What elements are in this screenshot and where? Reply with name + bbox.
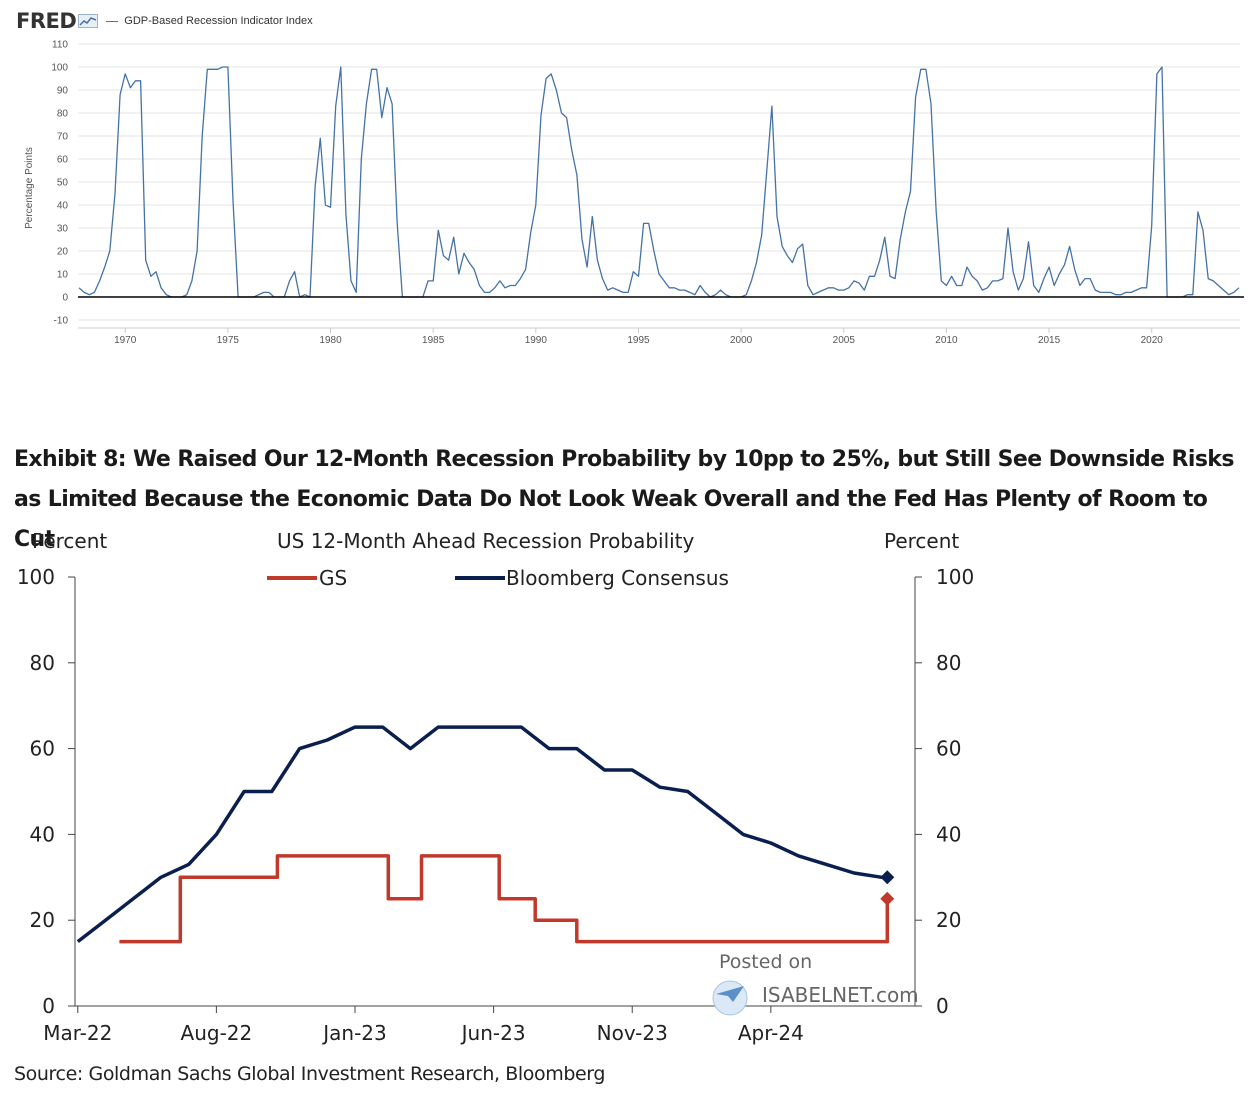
chart-source-note: Source: Goldman Sachs Global Investment …	[14, 1063, 606, 1085]
fred-y-tick-label: -10	[54, 316, 69, 327]
fred-legend-swatch	[106, 20, 119, 22]
x-tick-label: Jun-23	[460, 1021, 526, 1045]
gs-series-line	[119, 854, 890, 944]
fred-background	[7, 2, 1252, 346]
fred-legend-label[interactable]: GDP-Based Recession Indicator Index	[124, 15, 313, 27]
fred-x-tick-label: 2000	[730, 335, 753, 346]
fred-y-tick-label: 30	[57, 224, 69, 235]
fred-y-tick-label: 70	[57, 132, 69, 143]
fred-logo[interactable]: FRED	[16, 9, 77, 33]
fred-x-tick-label: 1990	[525, 335, 548, 346]
left-y-tick-label: 20	[30, 908, 55, 932]
fred-y-axis-label: Percentage Points	[24, 147, 35, 229]
fred-header: FRED GDP-Based Recession Indicator Index	[16, 8, 313, 34]
bloomberg-series-line	[76, 725, 888, 943]
left-y-tick-label: 60	[30, 737, 55, 761]
isabelnet-watermark: Posted on ISABELNET.com	[712, 951, 919, 1016]
fred-y-tick-label: 90	[57, 86, 69, 97]
legend-label-gs: GS	[319, 566, 347, 590]
fred-y-tick-label: 50	[57, 178, 69, 189]
gs-end-marker	[880, 891, 895, 906]
chart-title: US 12-Month Ahead Recession Probability	[277, 529, 695, 553]
x-tick-label: Nov-23	[597, 1021, 668, 1045]
watermark-plane-icon	[716, 986, 744, 1002]
fred-series-line	[78, 66, 1240, 298]
fred-y-tick-label: 40	[57, 201, 69, 212]
fred-y-tick-label: 110	[52, 40, 68, 51]
fred-y-tick-label: 0	[62, 293, 68, 304]
fred-y-tick-label: 60	[57, 155, 69, 166]
x-tick-label: Apr-24	[738, 1021, 804, 1045]
fred-x-tick-label: 2020	[1141, 335, 1164, 346]
gs-recession-chart-svg: Percent Percent US 12-Month Ahead Recessio…	[17, 529, 974, 1045]
left-y-tick-label: 0	[42, 994, 55, 1018]
bloomberg-end-marker	[880, 870, 895, 885]
left-y-tick-label: 80	[30, 651, 55, 675]
fred-y-tick-label: 80	[57, 109, 69, 120]
fred-x-axis: 1970 1975 1980 1985 1990 1995 2000 2005 2010 2015…	[78, 327, 1240, 346]
fred-x-tick-label: 1970	[114, 335, 137, 346]
fred-y-tick-label: 10	[57, 270, 69, 281]
fred-chart-panel: 110 100 90 80 70 60 50 40 30 20 10 0 -10 1970 1975 1980…	[7, 2, 1252, 346]
fred-x-tick-label: 1995	[627, 335, 650, 346]
fred-x-tick-label: 1985	[422, 335, 445, 346]
right-y-tick-label: 80	[936, 651, 961, 675]
x-tick-label: Jan-23	[321, 1021, 387, 1045]
right-y-tick-label: 60	[936, 737, 961, 761]
fred-x-tick-label: 1975	[217, 335, 240, 346]
chart-legend: GS Bloomberg Consensus	[267, 566, 729, 590]
fred-y-tick-label: 20	[57, 247, 69, 258]
x-tick-label: Mar-22	[43, 1021, 112, 1045]
right-y-tick-label: 100	[936, 565, 974, 589]
exhibit-title: Exhibit 8: We Raised Our 12-Month Recess…	[14, 447, 1234, 552]
fred-y-tick-label: 100	[51, 63, 68, 74]
fred-x-tick-label: 2010	[935, 335, 958, 346]
left-y-tick-label: 40	[30, 822, 55, 846]
watermark-posted-on: Posted on	[719, 951, 812, 973]
x-tick-label: Aug-22	[181, 1021, 253, 1045]
right-y-tick-label: 20	[936, 908, 961, 932]
fred-x-tick-label: 1980	[319, 335, 342, 346]
right-y-tick-label: 0	[936, 994, 949, 1018]
left-y-tick-label: 100	[17, 565, 55, 589]
fred-x-tick-label: 2005	[833, 335, 856, 346]
fred-chart-logo-icon	[78, 14, 99, 28]
legend-label-bloomberg: Bloomberg Consensus	[506, 566, 729, 590]
right-y-tick-label: 40	[936, 822, 961, 846]
y-axis-label-right: Percent	[884, 529, 959, 553]
watermark-isabelnet: ISABELNET.com	[762, 983, 919, 1007]
y-axis-label-left: Percent	[32, 529, 107, 553]
fred-x-tick-label: 2015	[1038, 335, 1061, 346]
